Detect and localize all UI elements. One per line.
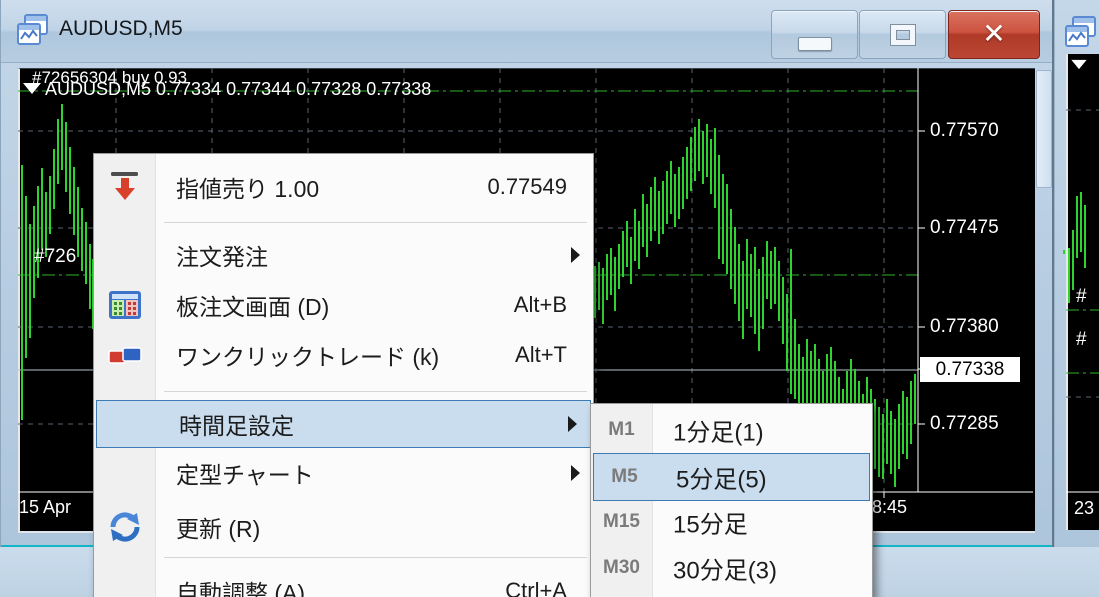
submenu-item-m15[interactable]: M15 15分足 xyxy=(591,499,872,545)
candlestick-chart-right xyxy=(1063,109,1099,493)
price-axis-label: 0.77285 xyxy=(930,413,999,434)
menu-item-shortcut: Alt+B xyxy=(513,292,567,317)
close-icon: ✕ xyxy=(982,18,1006,49)
menu-item-label: 指値売り 1.00 xyxy=(176,176,320,202)
chart-marker-icon xyxy=(23,83,41,94)
menu-item-8[interactable]: 更新 (R) xyxy=(94,500,593,554)
menu-item-label: 時間足設定 xyxy=(179,413,294,439)
menu-item-label: 板注文画面 (D) xyxy=(176,294,330,320)
time-axis-label: 23 xyxy=(1074,498,1095,518)
order-line-label: # xyxy=(1076,286,1087,307)
menu-item-label: 自動調整 (A) xyxy=(176,580,306,597)
timeframe-tag-icon: M15 xyxy=(603,511,640,532)
submenu-item-label: 15分足 xyxy=(673,511,748,539)
menu-item-label: 定型チャート xyxy=(176,462,314,488)
price-axis-label: 0.77475 xyxy=(930,217,999,238)
menu-item-ctrla[interactable]: 自動調整 (A) Ctrl+A xyxy=(94,564,593,597)
menu-item-7[interactable]: 定型チャート xyxy=(94,446,593,500)
timeframe-tag-icon: M30 xyxy=(603,557,640,578)
menu-separator xyxy=(164,391,587,392)
order-line-label: #726 xyxy=(34,246,77,267)
chart-scrollbar-thumb[interactable] xyxy=(1036,70,1052,188)
title-bar[interactable]: AUDUSD,M5 ✕ xyxy=(1,0,1053,63)
chart-window-icon xyxy=(17,14,49,46)
menu-item-shortcut: Ctrl+A xyxy=(505,578,567,597)
submenu-arrow-icon xyxy=(568,416,577,432)
window-divider xyxy=(1052,0,1054,597)
chart-plot-area-right[interactable] xyxy=(1066,54,1099,530)
chart-context-menu: 指値売り 1.00 0.77549 注文発注板注文画面 (D) Alt+B ワンクリック… xyxy=(93,153,594,597)
refresh-icon xyxy=(107,509,143,545)
ohlc-overlay-label: AUDUSD,M5 0.77334 0.77344 0.77328 0.7733… xyxy=(45,79,432,99)
chart-marker-icon xyxy=(1071,59,1087,70)
timeframe-tag-icon: M5 xyxy=(611,466,638,487)
menu-item-077549[interactable]: 指値売り 1.00 0.77549 xyxy=(94,160,593,214)
submenu-item-m5[interactable]: M5 5分足(5) xyxy=(593,453,870,501)
menu-icon-gutter xyxy=(94,154,156,597)
close-button[interactable]: ✕ xyxy=(948,10,1040,59)
time-axis-label: 8:45 xyxy=(872,497,908,517)
current-price-badge: 0.77338 xyxy=(920,357,1020,382)
minimize-button[interactable] xyxy=(771,10,858,59)
submenu-item-m1[interactable]: M1 1分足(1) xyxy=(591,407,872,453)
timeframe-tag-icon: M1 xyxy=(608,419,635,440)
order-line-label: # xyxy=(1076,329,1087,350)
submenu-item-label: 5分足(5) xyxy=(676,466,767,494)
menu-item-2[interactable]: 注文発注 xyxy=(94,230,593,280)
sell-limit-icon xyxy=(107,169,143,205)
minimize-icon xyxy=(797,37,832,51)
menu-item-label: ワンクリックトレード (k) xyxy=(176,344,440,370)
submenu-arrow-icon xyxy=(571,465,580,481)
menu-item-label: 注文発注 xyxy=(176,244,268,270)
restore-icon xyxy=(889,24,916,46)
submenu-arrow-icon xyxy=(571,247,580,263)
menu-item-altt[interactable]: ワンクリックトレード (k) Alt+T xyxy=(94,330,593,380)
menu-separator xyxy=(164,222,587,223)
price-axis-label: 0.77570 xyxy=(930,120,999,141)
menu-item-altb[interactable]: 板注文画面 (D) Alt+B xyxy=(94,280,593,330)
submenu-item-m30[interactable]: M30 30分足(3) xyxy=(591,545,872,591)
menu-item-6[interactable]: 時間足設定 xyxy=(96,400,591,448)
time-axis-label: 15 Apr xyxy=(19,497,72,517)
submenu-item-label: 30分足(3) xyxy=(673,557,778,585)
dom-icon xyxy=(107,287,143,323)
window-title: AUDUSD,M5 xyxy=(59,17,183,40)
order-overlay-label: #72656304 buy 0.93 xyxy=(32,68,188,87)
menu-item-shortcut: Alt+T xyxy=(515,342,567,367)
menu-separator xyxy=(164,557,587,558)
restore-button[interactable] xyxy=(859,10,946,59)
timeframe-submenu: M1 1分足(1) M5 5分足(5) M15 15分足 M30 30分足(3) xyxy=(590,403,873,597)
chart-window-right[interactable]: # # 23 xyxy=(1055,0,1099,553)
submenu-item-label: 1分足(1) xyxy=(673,419,764,447)
price-axis-label: 0.77380 xyxy=(930,316,999,337)
menu-item-label: 更新 (R) xyxy=(176,516,261,542)
one-click-icon xyxy=(107,337,143,373)
chart-window-icon xyxy=(1065,16,1097,48)
menu-item-shortcut: 0.77549 xyxy=(487,174,567,199)
